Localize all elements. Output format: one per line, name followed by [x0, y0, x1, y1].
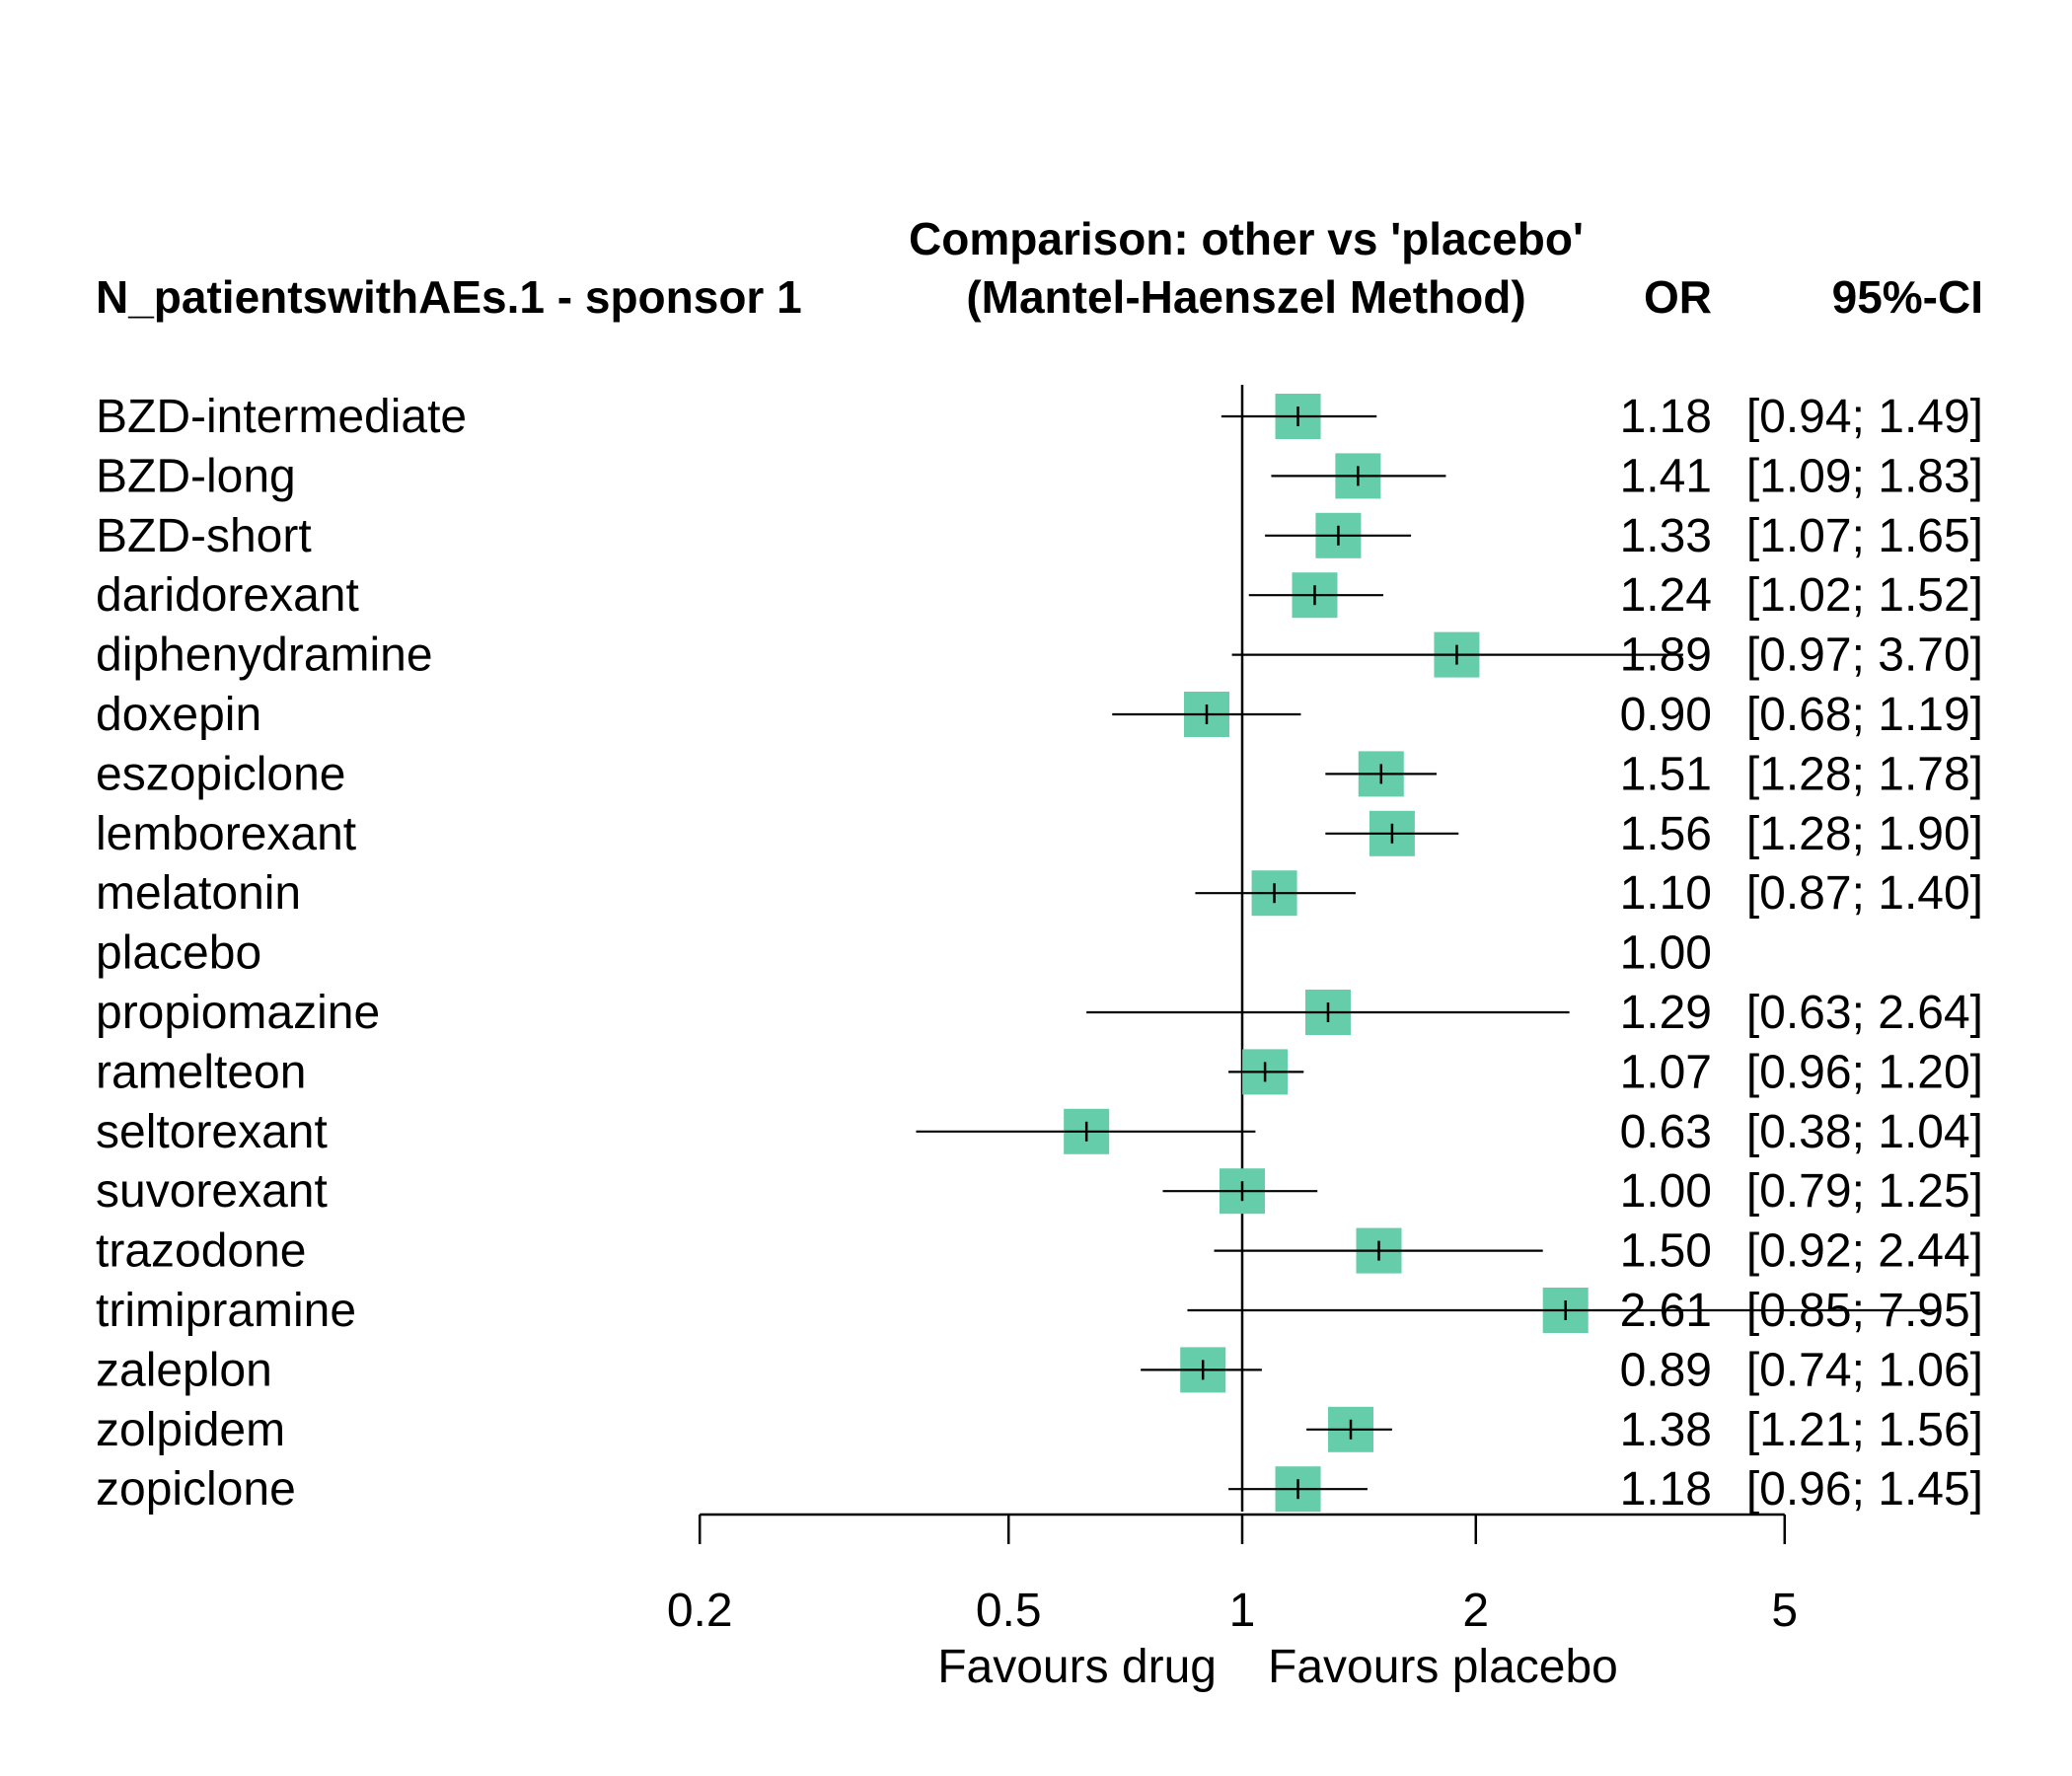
or-value: 1.33 [1620, 510, 1712, 562]
or-value: 1.29 [1620, 987, 1712, 1039]
or-value: 1.50 [1620, 1225, 1712, 1278]
forest-row: suvorexant 1.00 [0.79; 1.25] [96, 1165, 1983, 1218]
forest-row: zaleplon 0.89 [0.74; 1.06] [96, 1344, 1983, 1396]
or-value: 1.07 [1620, 1046, 1712, 1098]
ci-value: [0.38; 1.04] [1746, 1106, 1983, 1158]
row-label: BZD-short [96, 510, 312, 562]
row-label: placebo [96, 927, 261, 980]
row-label: suvorexant [96, 1165, 328, 1218]
ci-value: [0.94; 1.49] [1746, 391, 1983, 443]
ci-value: [0.79; 1.25] [1746, 1165, 1983, 1218]
row-label: ramelteon [96, 1046, 306, 1098]
forest-row: diphenydramine 1.89 [0.97; 3.70] [96, 629, 1983, 682]
x-axis: 0.2 0.5 1 2 5 [667, 1513, 1798, 1637]
xlabel-favours-drug: Favours drug [937, 1641, 1217, 1693]
row-label: BZD-long [96, 450, 296, 502]
or-value: 0.89 [1620, 1344, 1712, 1396]
ci-value: [0.87; 1.40] [1746, 867, 1983, 920]
forest-row: zolpidem 1.38 [1.21; 1.56] [96, 1404, 1983, 1456]
row-label: seltorexant [96, 1106, 328, 1158]
chart-title-line1: Comparison: other vs 'placebo' [909, 213, 1584, 264]
forest-row: BZD-short 1.33 [1.07; 1.65] [96, 510, 1983, 562]
row-label: zopiclone [96, 1463, 296, 1516]
chart-title-line2: (Mantel-Haenszel Method) [966, 271, 1525, 323]
row-label: diphenydramine [96, 629, 433, 682]
forest-row: lemborexant 1.56 [1.28; 1.90] [96, 808, 1983, 860]
forest-row: ramelteon 1.07 [0.96; 1.20] [96, 1046, 1983, 1098]
forest-row: BZD-intermediate 1.18 [0.94; 1.49] [96, 391, 1983, 443]
ci-value: [0.96; 1.20] [1746, 1046, 1983, 1098]
forest-row: doxepin 0.90 [0.68; 1.19] [96, 689, 1983, 741]
or-value: 1.38 [1620, 1404, 1712, 1456]
or-value: 1.41 [1620, 450, 1712, 502]
row-label: doxepin [96, 689, 261, 741]
row-label: propiomazine [96, 987, 380, 1039]
ci-value: [1.28; 1.78] [1746, 748, 1983, 800]
x-tick-label: 2 [1462, 1585, 1489, 1637]
row-label: trimipramine [96, 1285, 356, 1337]
row-label: BZD-intermediate [96, 391, 467, 443]
row-label: zolpidem [96, 1404, 285, 1456]
or-value: 0.90 [1620, 689, 1712, 741]
x-tick-label: 0.2 [667, 1585, 733, 1637]
or-value: 1.18 [1620, 391, 1712, 443]
ci-column-header: 95%-CI [1832, 271, 1983, 323]
ci-value: [0.96; 1.45] [1746, 1463, 1983, 1516]
forest-row: melatonin 1.10 [0.87; 1.40] [96, 867, 1983, 920]
ci-value: [0.68; 1.19] [1746, 689, 1983, 741]
ci-value: [1.07; 1.65] [1746, 510, 1983, 562]
row-label: trazodone [96, 1225, 307, 1278]
forest-row: propiomazine 1.29 [0.63; 2.64] [96, 987, 1983, 1039]
row-label: melatonin [96, 867, 301, 920]
forest-row: seltorexant 0.63 [0.38; 1.04] [96, 1106, 1983, 1158]
forest-row: placebo 1.00 [96, 927, 1712, 980]
ci-value: [1.28; 1.90] [1746, 808, 1983, 860]
or-value: 1.10 [1620, 867, 1712, 920]
rows-layer: BZD-intermediate 1.18 [0.94; 1.49] BZD-long… [96, 385, 1983, 1516]
xlabel-favours-placebo: Favours placebo [1268, 1641, 1618, 1693]
forest-row: trazodone 1.50 [0.92; 2.44] [96, 1225, 1983, 1278]
ci-value: [1.02; 1.52] [1746, 569, 1983, 622]
left-column-header: N_patientswithAEs.1 - sponsor 1 [96, 271, 802, 323]
or-value: 1.56 [1620, 808, 1712, 860]
or-value: 0.63 [1620, 1106, 1712, 1158]
ci-value: [0.97; 3.70] [1746, 629, 1983, 682]
x-tick-label: 0.5 [976, 1585, 1042, 1637]
row-label: zaleplon [96, 1344, 272, 1396]
row-label: daridorexant [96, 569, 359, 622]
or-value: 1.18 [1620, 1463, 1712, 1516]
x-tick-label: 1 [1229, 1585, 1256, 1637]
ci-value: [0.74; 1.06] [1746, 1344, 1983, 1396]
forest-row: BZD-long 1.41 [1.09; 1.83] [96, 450, 1983, 502]
x-tick-label: 5 [1771, 1585, 1798, 1637]
ci-value: [1.21; 1.56] [1746, 1404, 1983, 1456]
or-column-header: OR [1644, 271, 1712, 323]
ci-value: [0.92; 2.44] [1746, 1225, 1983, 1278]
forest-row: zopiclone 1.18 [0.96; 1.45] [96, 1463, 1983, 1516]
ci-value: [0.63; 2.64] [1746, 987, 1983, 1039]
or-value: 1.00 [1620, 1165, 1712, 1218]
or-value: 1.00 [1620, 927, 1712, 980]
or-value: 1.51 [1620, 748, 1712, 800]
forest-row: trimipramine 2.61 [0.85; 7.95] [96, 1285, 1983, 1337]
or-value: 1.24 [1620, 569, 1712, 622]
row-label: lemborexant [96, 808, 356, 860]
forest-row: daridorexant 1.24 [1.02; 1.52] [96, 569, 1983, 622]
row-label: eszopiclone [96, 748, 346, 800]
forest-row: eszopiclone 1.51 [1.28; 1.78] [96, 748, 1983, 800]
ci-value: [1.09; 1.83] [1746, 450, 1983, 502]
